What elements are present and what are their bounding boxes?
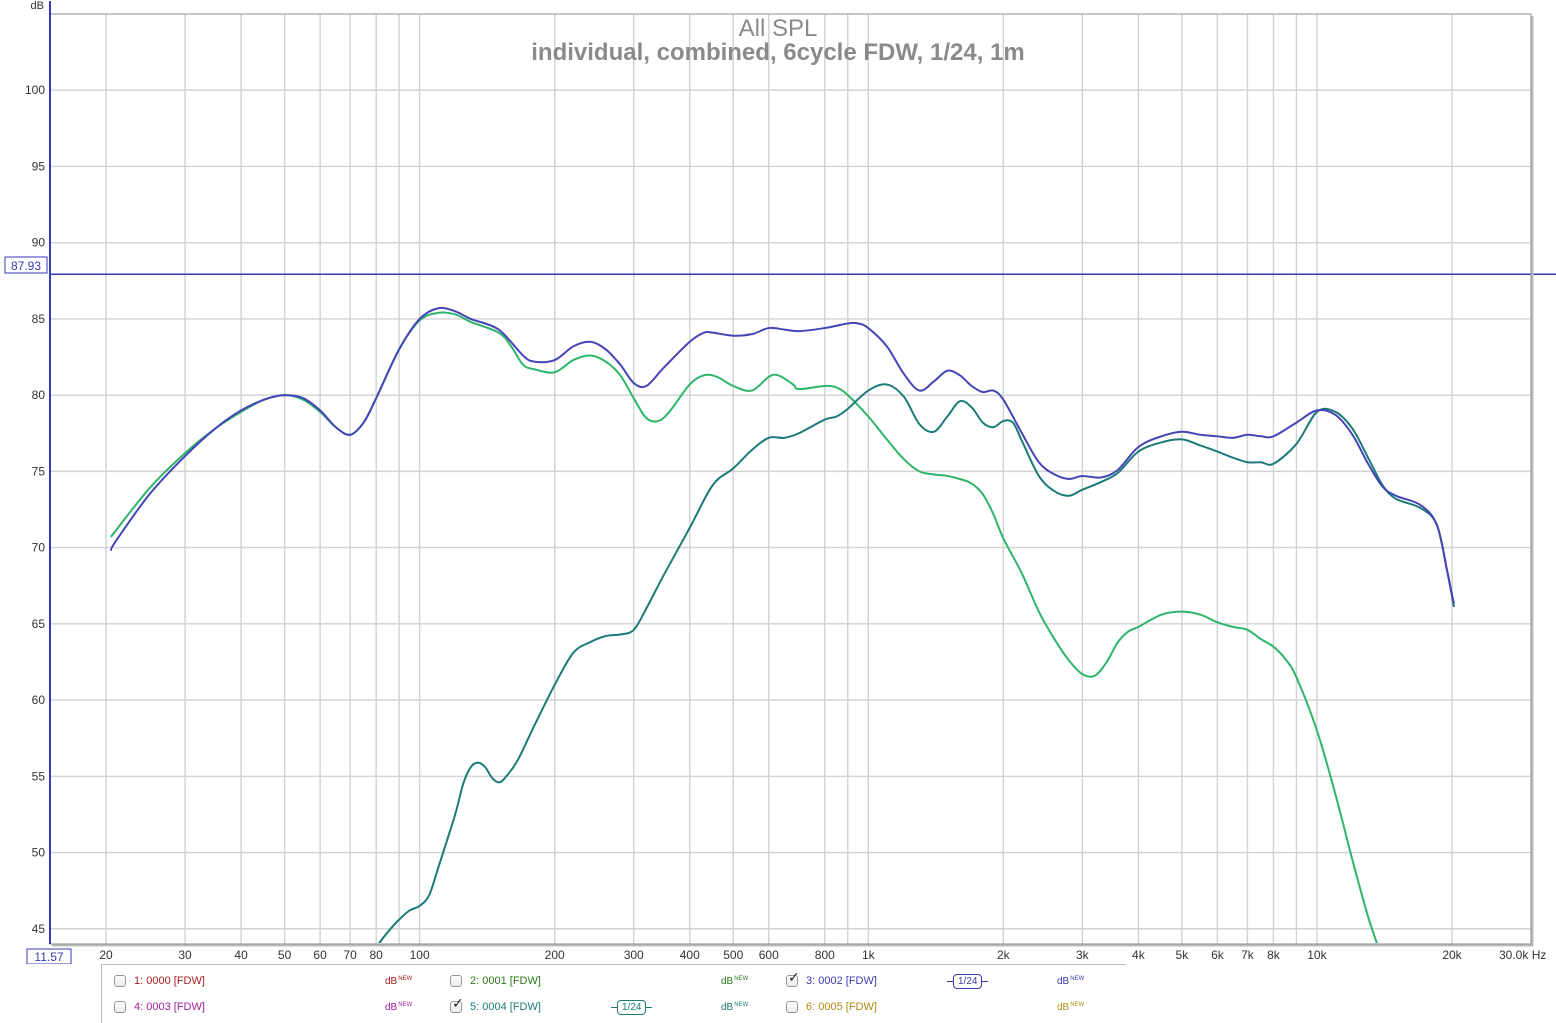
legend-db-toggle-3[interactable]: dBNEW [1057,976,1085,987]
grid-lines [50,14,1531,944]
legend-checkbox-2[interactable] [450,975,462,987]
x-tick-label: 200 [545,948,565,962]
x-tick-label: 3k [1076,948,1090,962]
legend-item-4[interactable]: 4: 0003 [FDW] [114,994,205,1020]
plot-frame [49,1,1534,947]
x-axis-labels: 20 30 40 50 60 70 80 100 200 300 400 500 600 800 1k 2k 3… [99,948,1546,962]
y-tick-label: 95 [32,159,46,173]
legend-checkbox-4[interactable] [114,1001,126,1013]
x-tick-label: 5k [1176,948,1190,962]
legend-row-1: 1: 0000 [FDW] dBNEW 2: 0001 [FDW] dBNEW … [102,968,1126,994]
x-tick-label: 20 [99,948,113,962]
x-tick-label: 50 [278,948,292,962]
x-tick-label: 600 [759,948,779,962]
x-tick-label: 8k [1267,948,1281,962]
legend-item-2[interactable]: 2: 0001 [FDW] [450,968,541,994]
legend-checkbox-6[interactable] [786,1001,798,1013]
legend-checkbox-3[interactable]: ✓ [786,970,800,987]
y-axis-labels: 45 50 55 60 65 70 75 80 85 90 95 100 [25,83,45,936]
legend-checkbox-5[interactable]: ✓ [450,996,464,1013]
legend-label-5: 5: 0004 [FDW] [470,1001,541,1013]
x-tick-label: 40 [234,948,248,962]
y-tick-label: 85 [32,312,46,326]
legend-db-toggle-5[interactable]: dBNEW [721,1002,749,1013]
x-tick-label: 500 [723,948,743,962]
x-tick-label: 2k [997,948,1011,962]
y-tick-label: 100 [25,83,45,97]
y-tick-label: 65 [32,617,46,631]
legend-smoothing-3[interactable]: 1/24 [947,973,989,989]
x-tick-label: 30.0k Hz [1499,948,1546,962]
series-line-2 [377,383,1455,943]
legend-checkbox-1[interactable] [114,975,126,987]
legend-label-2: 2: 0001 [FDW] [470,975,541,987]
spl-chart[interactable]: 45 50 55 60 65 70 75 80 85 90 95 100 20 30 40 50 60 70 80… [0,0,1556,964]
cursor-readout[interactable]: 87.93 [4,256,48,274]
chart-subtitle: individual, combined, 6cycle FDW, 1/24, … [531,39,1025,66]
y-tick-label: 55 [32,769,46,783]
legend-db-toggle-2[interactable]: dBNEW [721,976,749,987]
x-tick-label: 80 [369,948,383,962]
x-tick-label: 1k [862,948,876,962]
cursor-readout-box [4,256,48,274]
x-tick-label: 20k [1442,948,1462,962]
y-min-readout-box [26,948,72,964]
x-tick-label: 300 [624,948,644,962]
x-tick-label: 10k [1307,948,1327,962]
legend-row-2: 4: 0003 [FDW] dBNEW ✓ 5: 0004 [FDW] 1/24… [102,994,1126,1020]
y-tick-label: 90 [32,236,46,250]
legend-item-6[interactable]: 6: 0005 [FDW] [786,994,877,1020]
legend-label-4: 4: 0003 [FDW] [134,1001,205,1013]
legend-panel: 1: 0000 [FDW] dBNEW 2: 0001 [FDW] dBNEW … [101,964,1126,1023]
y-tick-label: 60 [32,693,46,707]
cursor-readout-value: 87.93 [11,259,41,273]
legend-item-3[interactable]: ✓ 3: 0002 [FDW] [786,968,877,994]
x-tick-label: 6k [1211,948,1225,962]
y-tick-label: 50 [32,846,46,860]
legend-db-toggle-1[interactable]: dBNEW [385,976,413,987]
legend-item-1[interactable]: 1: 0000 [FDW] [114,968,205,994]
y-tick-label: 70 [32,541,46,555]
legend-label-3: 3: 0002 [FDW] [806,975,877,987]
chart-title: All SPL [739,15,818,42]
x-tick-label: 4k [1132,948,1146,962]
x-tick-label: 800 [815,948,835,962]
legend-label-1: 1: 0000 [FDW] [134,975,205,987]
legend-label-6: 6: 0005 [FDW] [806,1001,877,1013]
legend-db-toggle-4[interactable]: dBNEW [385,1002,413,1013]
y-min-readout[interactable]: 11.57 [26,948,72,964]
x-tick-label: 100 [410,948,430,962]
plot-background [50,14,1531,944]
x-tick-label: 7k [1241,948,1255,962]
series-curves [50,273,1556,943]
y-tick-label: 80 [32,388,46,402]
y-min-readout-value: 11.57 [34,950,63,964]
legend-db-toggle-6[interactable]: dBNEW [1057,1002,1085,1013]
series-line-1 [109,306,1455,605]
legend-smoothing-5[interactable]: 1/24 [611,999,653,1015]
x-tick-label: 60 [313,948,327,962]
legend-item-5[interactable]: ✓ 5: 0004 [FDW] [450,994,541,1020]
x-tick-label: 70 [343,948,357,962]
x-tick-label: 30 [178,948,192,962]
y-tick-label: 45 [32,922,46,936]
y-axis-unit-label: dB [31,0,44,12]
y-tick-label: 75 [32,464,46,478]
x-tick-label: 400 [680,948,700,962]
